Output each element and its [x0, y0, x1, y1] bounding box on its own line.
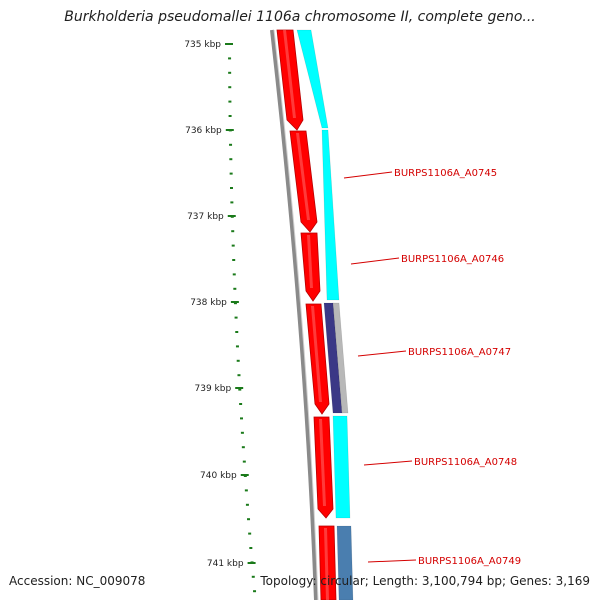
ruler-kbp-label: 737 kbp — [187, 212, 224, 222]
chromosome-backbone — [270, 29, 319, 600]
reverse-gene-bar-cyan[interactable] — [296, 29, 329, 129]
gene-label[interactable]: BURPS1106A_A0748 — [414, 457, 517, 468]
ruler-kbp-label: 738 kbp — [190, 298, 227, 308]
backbone-highlight — [273, 29, 319, 600]
gene-label-layer: BURPS1106A_A0745 BURPS1106A_A0746 BURPS110… — [343, 168, 521, 567]
ruler-kbp-label: 736 kbp — [185, 126, 222, 136]
genome-stats-footer: Topology: circular; Length: 3,100,794 bp… — [260, 574, 590, 588]
forward-cds-highlight — [296, 133, 310, 220]
forward-strand-track — [276, 29, 337, 600]
reverse-gene-bar-cyan[interactable] — [332, 415, 351, 519]
reverse-gene-bar-grey[interactable] — [332, 302, 349, 414]
forward-cds-highlight — [283, 30, 296, 118]
ruler-kbp-label: 740 kbp — [200, 471, 237, 481]
gene-label-leader — [363, 460, 413, 466]
forward-cds-highlight — [307, 235, 313, 288]
ruler-kbp-label: 739 kbp — [195, 384, 232, 394]
ruler-kbp-label: 741 kbp — [207, 559, 244, 569]
gene-label[interactable]: BURPS1106A_A0745 — [394, 168, 497, 179]
forward-cds-highlight — [319, 419, 326, 506]
reverse-strand-track — [296, 29, 354, 600]
gene-label-leader — [367, 559, 417, 563]
gene-label[interactable]: BURPS1106A_A0747 — [408, 347, 511, 358]
kbp-ruler: 735 kbp 736 kbp 737 kbp 738 kbp 739 kbp 740 k… — [184, 40, 257, 593]
ruler-kbp-label: 735 kbp — [184, 40, 221, 50]
reverse-gene-bar-cyan[interactable] — [321, 129, 340, 301]
forward-cds-highlight — [324, 528, 329, 600]
map-title: Burkholderia pseudomallei 1106a chromoso… — [64, 9, 536, 25]
gene-label-leader — [350, 257, 400, 265]
gene-label[interactable]: BURPS1106A_A0746 — [401, 254, 504, 265]
gene-label-leader — [343, 171, 393, 179]
reverse-gene-bar-blue[interactable] — [336, 525, 354, 600]
gene-label[interactable]: BURPS1106A_A0749 — [418, 556, 521, 567]
backbone-line — [270, 29, 318, 600]
accession-footer: Accession: NC_009078 — [9, 574, 146, 588]
forward-cds-highlight — [311, 306, 322, 402]
gene-label-leader — [357, 350, 407, 357]
